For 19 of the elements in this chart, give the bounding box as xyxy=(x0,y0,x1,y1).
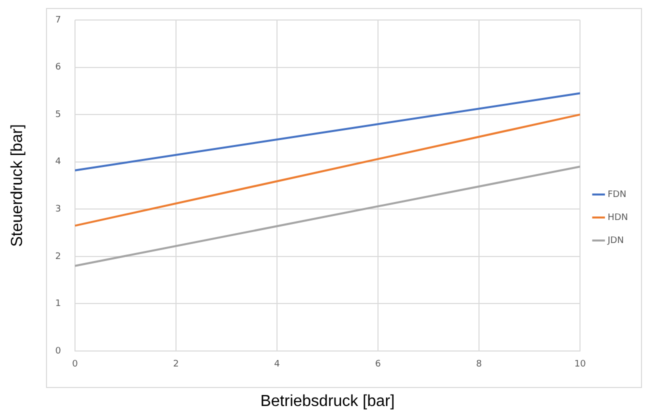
y-tick-label: 2 xyxy=(55,252,61,262)
legend-label: FDN xyxy=(608,190,626,200)
y-tick-label: 3 xyxy=(55,204,61,214)
y-tick-label: 7 xyxy=(55,15,61,26)
y-tick-label: 6 xyxy=(55,62,62,73)
x-tick-label: 0 xyxy=(72,360,78,370)
y-tick-label: 5 xyxy=(55,110,61,120)
y-tick-label: 4 xyxy=(55,157,62,168)
x-tick-label: 6 xyxy=(375,360,382,370)
x-tick-label: 8 xyxy=(476,360,482,370)
x-tick-label: 2 xyxy=(173,360,179,370)
y-tick-label: 0 xyxy=(55,346,62,356)
legend-label: JDN xyxy=(606,236,624,246)
x-tick-label: 4 xyxy=(274,360,280,370)
y-axis-title: Steuerdruck [bar] xyxy=(9,124,26,247)
x-axis-title: Betriebsdruck [bar] xyxy=(260,392,395,410)
x-tick-label: 10 xyxy=(574,360,586,370)
y-tick-label: 1 xyxy=(55,299,61,310)
legend-label: HDN xyxy=(608,212,628,223)
